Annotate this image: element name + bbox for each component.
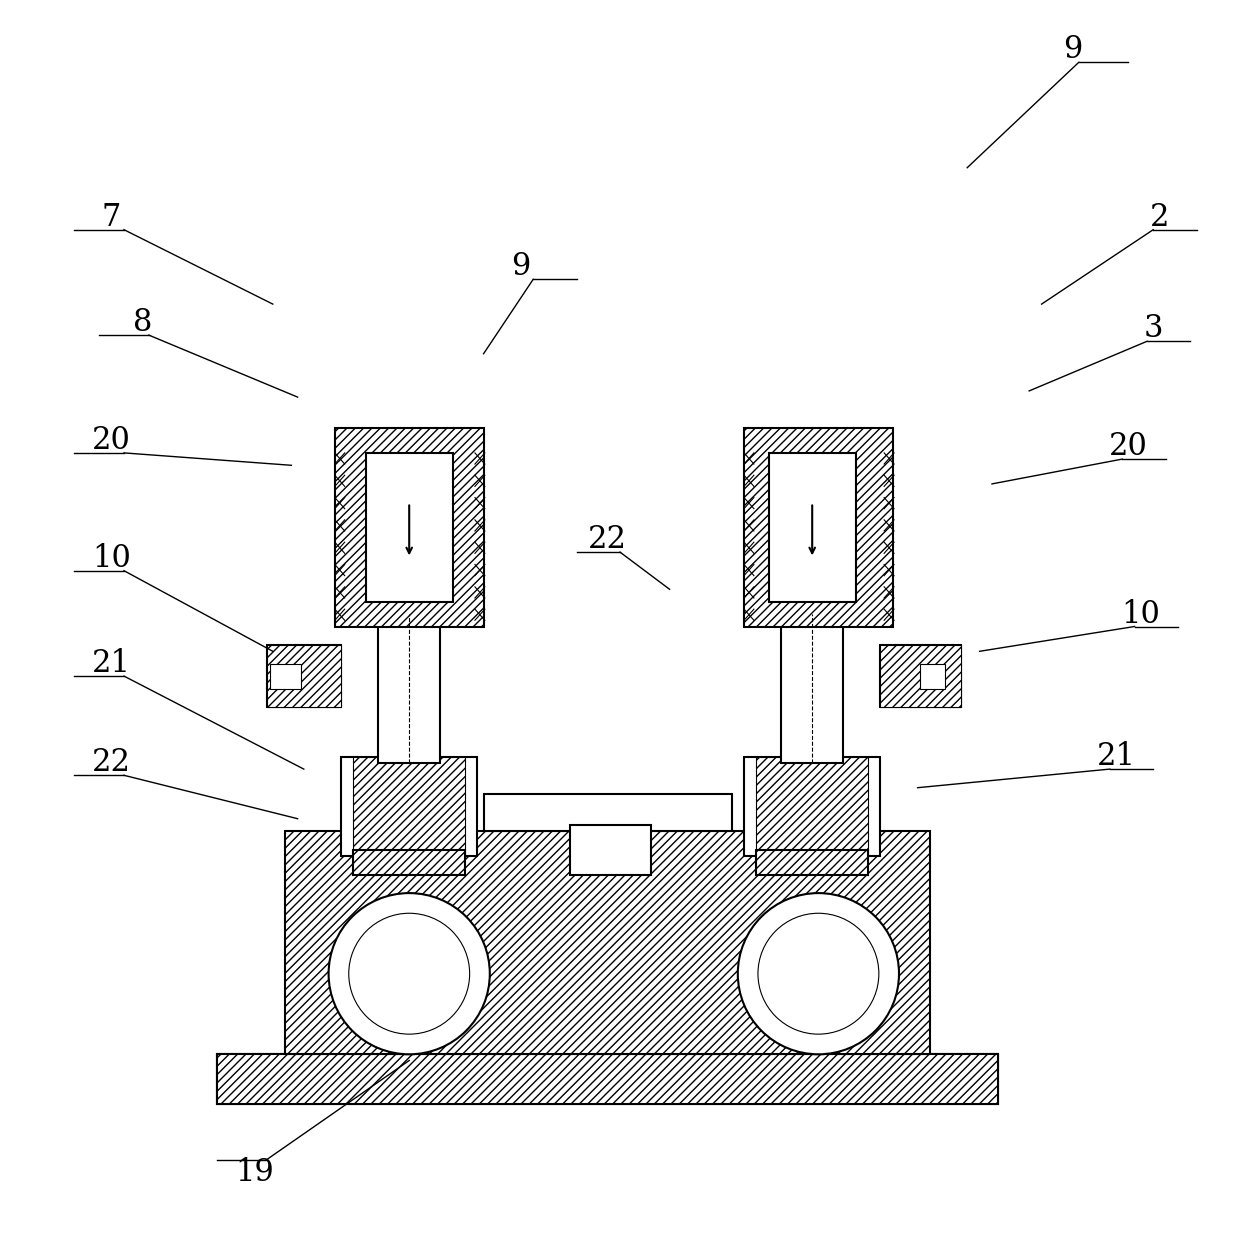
Polygon shape bbox=[378, 614, 440, 763]
Text: 21: 21 bbox=[1096, 742, 1136, 772]
Text: 21: 21 bbox=[92, 648, 131, 679]
Text: 19: 19 bbox=[234, 1157, 274, 1188]
Polygon shape bbox=[366, 452, 453, 601]
Text: 9: 9 bbox=[1063, 34, 1083, 65]
Text: 9: 9 bbox=[511, 252, 531, 282]
Polygon shape bbox=[285, 831, 930, 1054]
Text: 22: 22 bbox=[92, 747, 131, 778]
Text: 7: 7 bbox=[102, 202, 122, 233]
Circle shape bbox=[758, 913, 879, 1034]
Polygon shape bbox=[744, 757, 880, 856]
Text: 10: 10 bbox=[92, 543, 131, 574]
Polygon shape bbox=[270, 664, 301, 688]
Text: 8: 8 bbox=[133, 307, 153, 338]
Polygon shape bbox=[880, 645, 961, 707]
Polygon shape bbox=[484, 794, 732, 831]
Polygon shape bbox=[744, 429, 893, 626]
Text: 10: 10 bbox=[1121, 599, 1161, 629]
Polygon shape bbox=[570, 824, 651, 875]
Polygon shape bbox=[353, 850, 465, 875]
Polygon shape bbox=[341, 757, 477, 856]
Text: 20: 20 bbox=[1109, 431, 1148, 462]
Polygon shape bbox=[880, 645, 961, 707]
Polygon shape bbox=[353, 757, 465, 856]
Polygon shape bbox=[756, 850, 868, 875]
Text: 20: 20 bbox=[92, 425, 131, 456]
Polygon shape bbox=[217, 1054, 998, 1104]
Circle shape bbox=[738, 893, 899, 1054]
Polygon shape bbox=[769, 452, 856, 601]
Polygon shape bbox=[267, 645, 341, 707]
Circle shape bbox=[348, 913, 470, 1034]
Text: 22: 22 bbox=[588, 524, 627, 555]
Polygon shape bbox=[267, 645, 341, 707]
Circle shape bbox=[329, 893, 490, 1054]
Text: 2: 2 bbox=[1149, 202, 1169, 233]
Text: 3: 3 bbox=[1143, 313, 1163, 345]
Polygon shape bbox=[335, 429, 484, 626]
Polygon shape bbox=[217, 1054, 998, 1104]
Polygon shape bbox=[920, 664, 945, 688]
Polygon shape bbox=[756, 757, 868, 856]
Polygon shape bbox=[781, 614, 843, 763]
